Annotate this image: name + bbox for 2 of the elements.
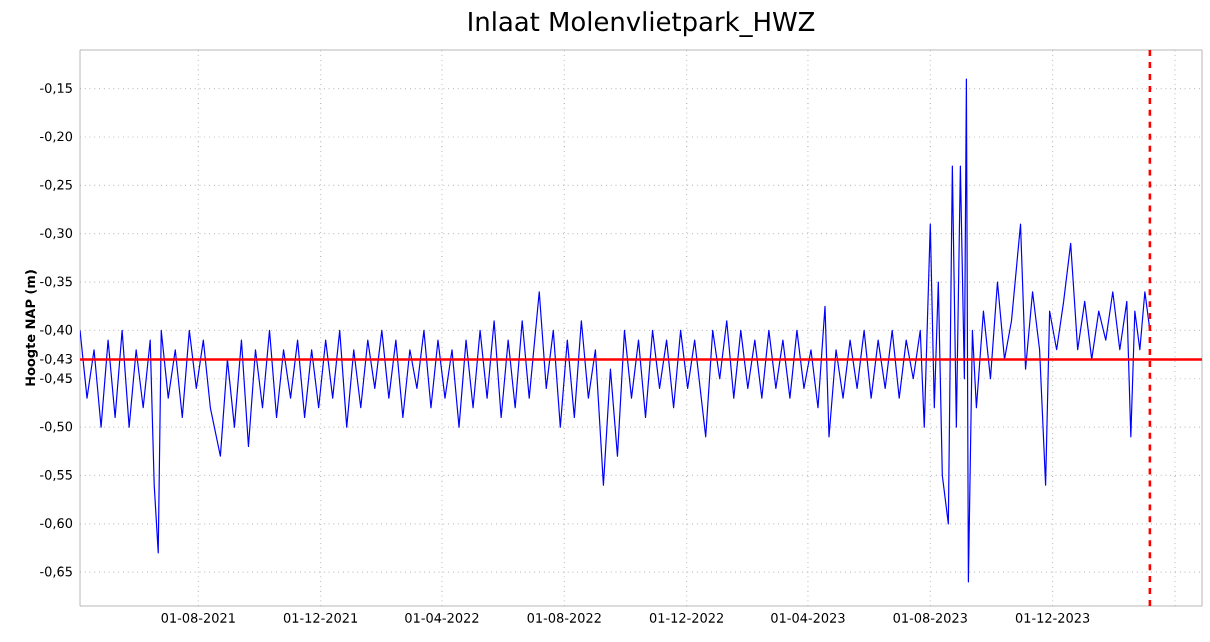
chart-title: Inlaat Molenvlietpark_HWZ xyxy=(469,11,815,38)
line-series xyxy=(80,78,1151,583)
